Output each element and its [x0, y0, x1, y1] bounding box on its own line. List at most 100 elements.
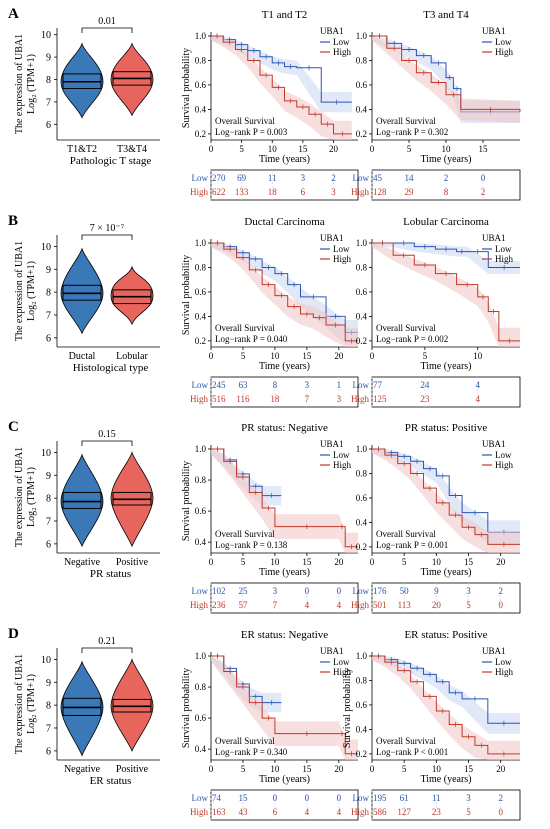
km-pvalue-label: Log−rank P = 0.003 [215, 127, 288, 137]
risk-row-label-low: Low [192, 586, 209, 596]
km-title: T3 and T4 [423, 9, 469, 21]
risk-count-low: 2 [498, 586, 503, 596]
km-x-tick-label: 15 [302, 764, 312, 774]
km-y-tick-label: 1.0 [195, 651, 207, 661]
km-y-tick-label: 0.2 [356, 749, 367, 759]
risk-count-high: 29 [405, 187, 415, 197]
risk-count-low: 0 [337, 586, 342, 596]
risk-count-low: 69 [237, 173, 247, 183]
km-y-axis-label: Survival probability [181, 668, 192, 748]
km-plot-2: T3 and T4 0.2 0.4 0.6 0.8 1.0 0 5 10 15 Time (year… [351, 9, 521, 201]
risk-count-high: 20 [432, 600, 442, 610]
legend-label-high: High [333, 460, 352, 470]
km-x-tick-label: 10 [270, 764, 280, 774]
risk-count-low: 3 [466, 586, 471, 596]
risk-count-low: 77 [373, 380, 383, 390]
risk-count-low: 24 [420, 380, 430, 390]
km-x-axis-label: Time (years) [420, 154, 471, 165]
risk-count-high: 501 [373, 600, 387, 610]
km-x-tick-label: 10 [473, 351, 483, 361]
km-y-tick-label: 0.8 [356, 675, 368, 685]
km-y-tick-label: 0.8 [195, 475, 207, 485]
pvalue-label: 0.01 [98, 16, 116, 27]
km-survival-label: Overall Survival [376, 116, 436, 126]
km-x-tick-label: 0 [370, 351, 375, 361]
risk-count-low: 3 [301, 173, 306, 183]
km-band-high [211, 243, 358, 347]
x-axis-label: Pathologic T stage [70, 155, 152, 167]
risk-count-low: 176 [373, 586, 387, 596]
y-tick-label: 6 [46, 746, 51, 757]
km-y-tick-label: 0.6 [195, 713, 207, 723]
y-tick-label: 9 [46, 471, 51, 482]
risk-row-label-low: Low [192, 380, 209, 390]
legend-label-high: High [333, 47, 352, 57]
km-band-high [372, 656, 520, 760]
risk-count-low: 245 [212, 380, 226, 390]
legend-label-low: Low [333, 37, 350, 47]
risk-count-high: 4 [337, 600, 342, 610]
km-x-tick-label: 5 [402, 764, 407, 774]
risk-count-low: 9 [434, 586, 439, 596]
legend-title: UBA1 [482, 233, 506, 243]
risk-row-label-high: High [351, 807, 370, 817]
y-tick-label: 8 [46, 288, 51, 299]
risk-row-label-high: High [351, 600, 370, 610]
km-y-tick-label: 0.8 [356, 262, 368, 272]
risk-count-low: 102 [212, 586, 226, 596]
km-survival-label: Overall Survival [215, 116, 275, 126]
km-curve-high [372, 448, 520, 545]
legend-label-high: High [333, 667, 352, 677]
km-band-high [372, 449, 520, 553]
km-pvalue-label: Log−rank P = 0.340 [215, 747, 288, 757]
risk-count-high: 0 [498, 807, 503, 817]
pvalue-label: 0.15 [98, 429, 116, 440]
km-title: ER status: Positive [404, 629, 487, 641]
km-pvalue-label: Log−rank P = 0.002 [376, 334, 448, 344]
y-tick-label: 7 [46, 517, 51, 528]
risk-table-frame [210, 169, 359, 201]
y-tick-label: 7 [46, 97, 51, 108]
km-x-tick-label: 10 [432, 557, 442, 567]
x-axis-label: PR status [90, 568, 131, 580]
km-survival-label: Overall Survival [376, 323, 436, 333]
risk-count-high: 8 [444, 187, 449, 197]
km-plot-2: PR status: Positive 0.2 0.4 0.6 0.8 1.0 0 5 10 15… [351, 422, 521, 614]
y-axis-label: The expression of UBA1 [14, 447, 25, 547]
legend-label-high: High [495, 47, 514, 57]
km-curve-high [211, 448, 358, 548]
y-axis-label-sub: Log₂ (TPM+1) [26, 54, 37, 114]
risk-count-high: 2 [481, 187, 486, 197]
risk-count-high: 57 [238, 600, 248, 610]
y-axis-label: The expression of UBA1 [14, 34, 25, 134]
risk-row-label-high: High [190, 600, 209, 610]
km-y-tick-label: 0.6 [195, 287, 207, 297]
km-curve-high [372, 655, 520, 755]
risk-table-frame [210, 376, 359, 408]
risk-row-label-low: Low [353, 793, 370, 803]
risk-count-high: 5 [466, 807, 471, 817]
km-x-axis-label: Time (years) [259, 567, 310, 578]
legend-label-low: Low [333, 244, 350, 254]
legend-label-low: Low [333, 657, 350, 667]
risk-count-high: 4 [337, 807, 342, 817]
km-y-tick-label: 1.0 [195, 238, 207, 248]
km-x-tick-label: 5 [241, 351, 246, 361]
panel-C: C 6 7 8 9 10 The expression of UBA1 Log₂ (TPM+1… [8, 419, 521, 614]
risk-count-low: 3 [305, 380, 310, 390]
legend-label-low: Low [495, 37, 512, 47]
violin-plot: 6 7 8 9 10 The expression of UBA1 Log₂ (TPM+1)… [14, 636, 160, 787]
km-x-tick-label: 0 [209, 764, 214, 774]
risk-count-high: 7 [273, 600, 278, 610]
risk-count-low: 0 [305, 586, 310, 596]
km-y-tick-label: 0.4 [195, 311, 207, 321]
panel-D: D 6 7 8 9 10 The expression of UBA1 Log₂ (TPM+1… [8, 626, 521, 821]
significance-bracket [81, 440, 133, 446]
km-y-tick-label: 0.6 [356, 287, 368, 297]
risk-row-label-high: High [351, 187, 370, 197]
km-x-tick-label: 0 [370, 764, 375, 774]
risk-count-high: 4 [305, 807, 310, 817]
risk-count-high: 23 [420, 394, 430, 404]
